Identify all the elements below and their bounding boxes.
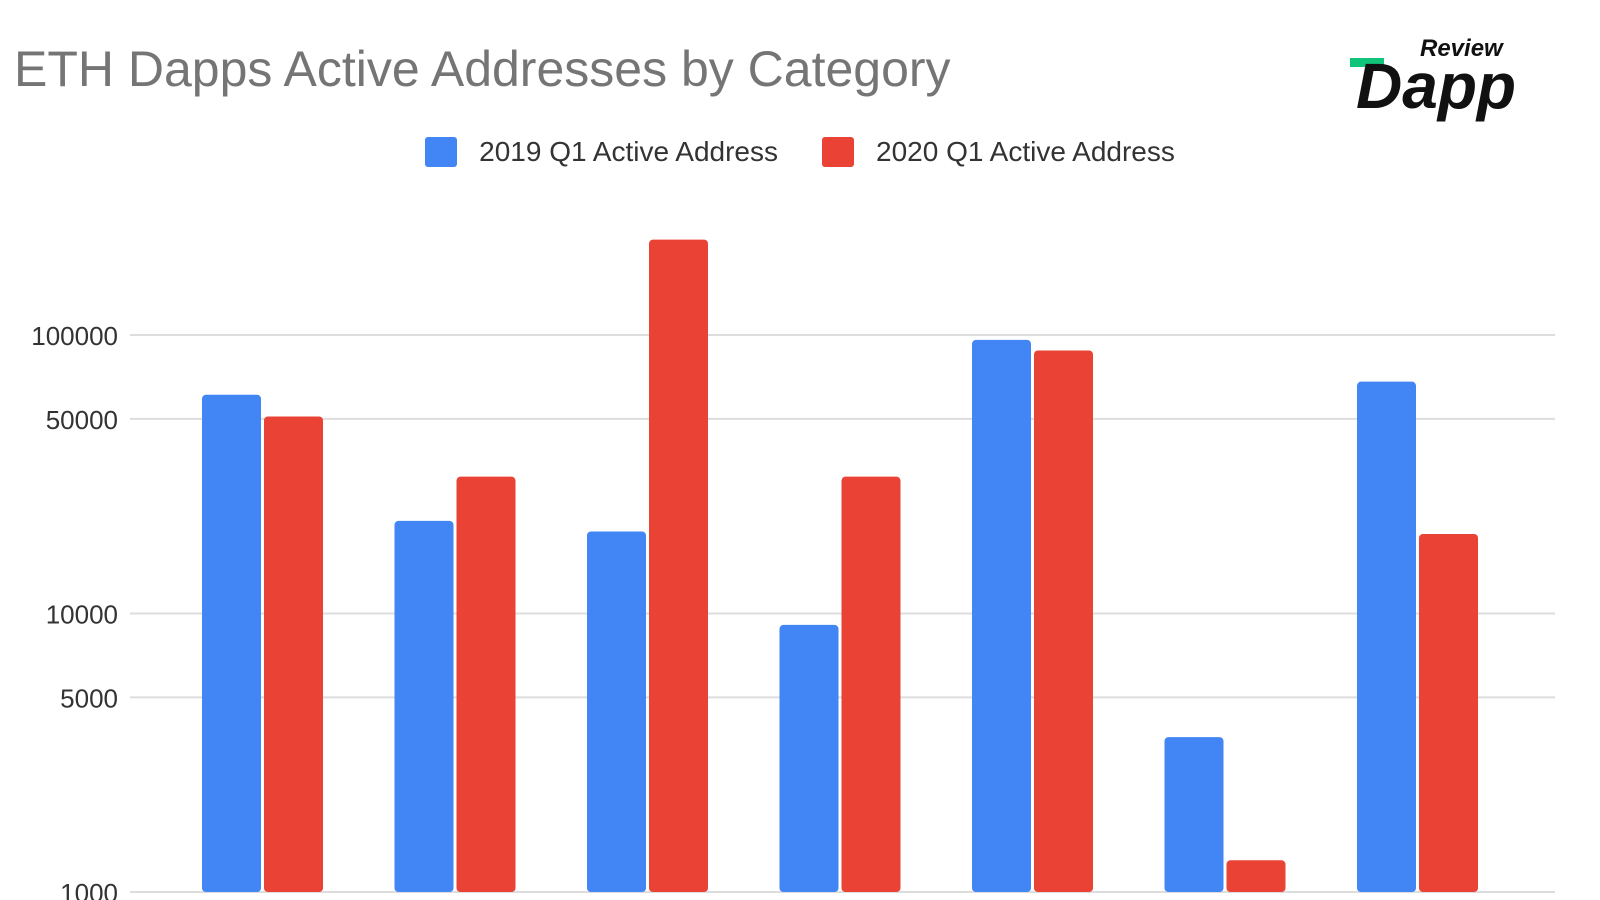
- bar-2020-group-7: [1419, 533, 1478, 892]
- bar-2020-group-2: [456, 476, 516, 892]
- bar-2019-group-4: [779, 624, 839, 892]
- dappreview-logo: Review Dapp: [1350, 35, 1516, 122]
- legend-item-2019: 2019 Q1 Active Address: [425, 136, 778, 168]
- bar-2020-group-5: [1034, 350, 1093, 893]
- y-tick-label-5000: 5000: [60, 683, 118, 713]
- y-tick-label-50000: 50000: [46, 405, 118, 435]
- legend-label-2020: 2020 Q1 Active Address: [876, 136, 1175, 167]
- logo-review-text: Review: [1420, 35, 1504, 62]
- bar-2019-group-6: [1164, 737, 1224, 892]
- bar-2019-group-3: [587, 531, 646, 892]
- bar-2019-group-2: [394, 520, 454, 892]
- y-tick-label-1000: 1000: [60, 878, 118, 900]
- logo-accent-bar: [1350, 58, 1384, 67]
- legend-item-2020: 2020 Q1 Active Address: [822, 136, 1175, 168]
- bar-2019-group-1: [202, 394, 261, 892]
- bar-2020-group-3: [649, 239, 708, 893]
- legend: 2019 Q1 Active Address 2020 Q1 Active Ad…: [0, 136, 1600, 168]
- bar-2020-group-6: [1226, 860, 1286, 892]
- y-tick-label-10000: 10000: [46, 600, 118, 630]
- y-tick-label-100000: 100000: [31, 321, 118, 351]
- logo-brand-text: Dapp: [1356, 50, 1516, 122]
- bar-2019-group-7: [1357, 381, 1416, 892]
- chart-title: ETH Dapps Active Addresses by Category: [14, 41, 951, 97]
- bar-2020-group-1: [264, 416, 323, 892]
- bar-2019-group-5: [972, 339, 1031, 892]
- legend-swatch-2019: [425, 137, 458, 167]
- legend-label-2019: 2019 Q1 Active Address: [479, 136, 778, 167]
- legend-swatch-2020: [822, 137, 854, 167]
- bar-2020-group-4: [841, 476, 901, 892]
